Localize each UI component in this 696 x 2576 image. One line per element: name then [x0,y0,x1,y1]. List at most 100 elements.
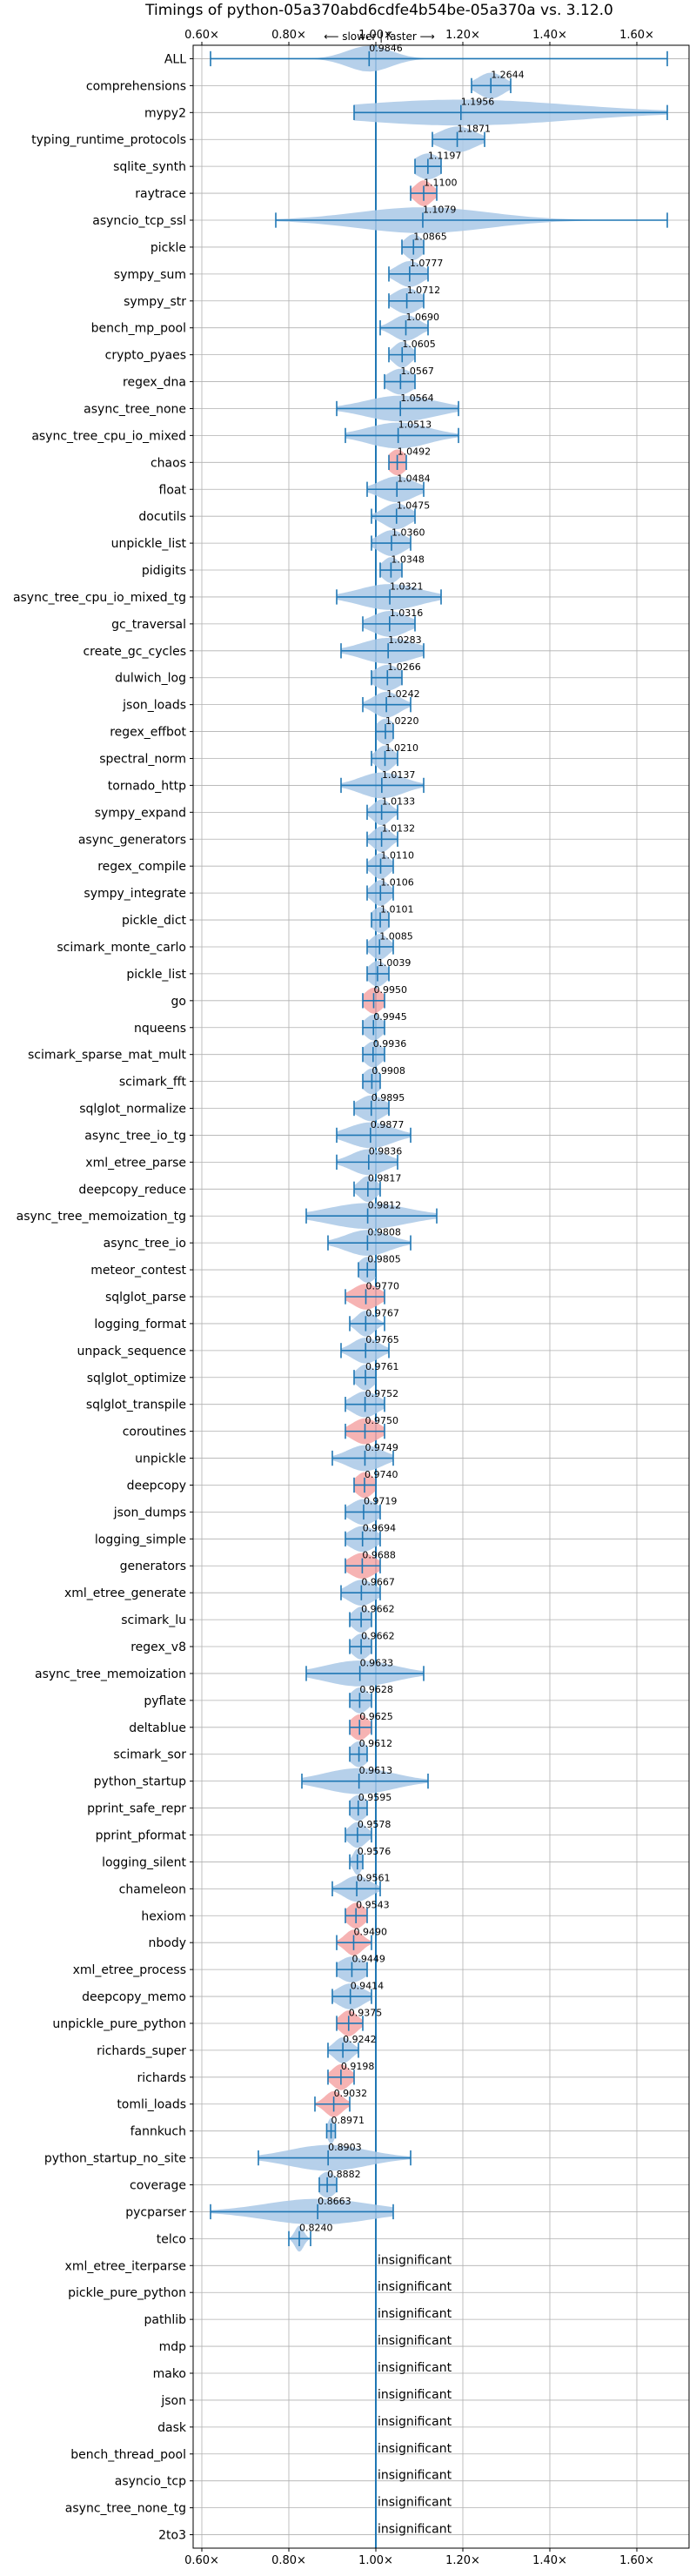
benchmark-label: xml_etree_process [73,1963,186,1977]
x-tick-label-top: 1.40× [532,29,567,42]
benchmark-label: async_generators [78,833,186,847]
benchmark-label: scimark_monte_carlo [57,941,186,955]
benchmark-label: async_tree_cpu_io_mixed_tg [13,591,186,605]
benchmark-label: async_tree_cpu_io_mixed [31,429,186,443]
x-tick-label-bottom: 1.40× [532,2554,567,2567]
value-label-python_startup: 0.9613 [359,1765,393,1776]
value-label-deltablue: 0.9625 [359,1711,393,1722]
benchmark-label: pprint_pformat [96,1828,187,1842]
benchmark-label: coverage [130,2179,186,2193]
benchmark-label: xml_etree_generate [64,1587,186,1600]
benchmark-label: generators [120,1560,186,1573]
benchmark-label: go [171,995,186,1009]
value-label-mypy2: 1.1956 [461,97,495,108]
value-label-unpickle_list: 1.0360 [392,527,425,538]
benchmark-label: python_startup [94,1775,186,1789]
benchmark-label: pidigits [142,564,186,578]
benchmark-label: 2to3 [158,2529,186,2543]
benchmark-label: pickle_list [126,968,186,982]
insignificant-label: insignificant [378,2415,452,2429]
value-label-logging_simple: 0.9694 [363,1523,397,1534]
value-label-bench_mp_pool: 1.0690 [406,312,440,323]
value-label-ALL: 0.9846 [369,43,403,54]
plot-frame [192,44,690,2549]
value-label-chaos: 1.0492 [398,446,432,458]
benchmark-label: sqlite_synth [113,160,186,174]
value-label-meteor_contest: 0.9805 [367,1253,401,1265]
benchmark-label: dask [157,2421,187,2435]
benchmark-label: mdp [159,2340,187,2354]
value-label-pyflate: 0.9628 [359,1684,393,1695]
value-label-float: 1.0484 [397,473,431,485]
value-label-coverage: 0.8882 [327,2169,361,2180]
value-label-sqlglot_optimize: 0.9761 [365,1361,399,1372]
benchmark-label: mako [153,2367,186,2381]
insignificant-label: insignificant [378,2253,452,2267]
benchmark-label: fannkuch [130,2125,186,2139]
value-label-json_dumps: 0.9719 [364,1496,398,1507]
benchmark-label: unpickle_list [111,537,187,551]
benchmark-label: scimark_lu [121,1613,186,1627]
value-label-async_tree_memoization_tg: 0.9812 [368,1200,402,1211]
chart-title: Timings of python-05a370abd6cdfe4b54be-0… [144,2,613,19]
benchmark-label: xml_etree_iterparse [65,2259,186,2273]
value-label-deepcopy_reduce: 0.9817 [368,1173,402,1184]
value-label-richards_super: 0.9242 [343,2034,377,2045]
insignificant-label: insignificant [378,2469,452,2483]
value-label-spectral_norm: 1.0210 [385,742,419,754]
value-label-chameleon: 0.9561 [357,1873,391,1884]
benchmark-label: unpickle [135,1452,186,1466]
value-label-unpack_sequence: 0.9765 [365,1334,399,1345]
benchmark-label: pycparser [125,2205,186,2219]
value-label-typing_runtime_protocols: 1.1871 [458,124,492,135]
value-label-async_tree_io: 0.9808 [367,1226,401,1238]
benchmark-label: logging_simple [95,1533,186,1546]
benchmark-label: bench_thread_pool [70,2448,186,2462]
benchmark-label: sqlglot_parse [105,1291,186,1305]
insignificant-label: insignificant [378,2442,452,2456]
benchmark-label: scimark_fft [119,1076,187,1090]
benchmark-label: typing_runtime_protocols [31,133,186,147]
benchmark-label: gc_traversal [111,618,186,632]
benchmark-label: async_tree_memoization [35,1667,186,1681]
value-label-tornado_http: 1.0137 [382,769,416,781]
value-label-deepcopy_memo: 0.9414 [351,1980,385,1991]
benchmark-label: regex_v8 [130,1640,186,1654]
benchmark-label: pathlib [144,2313,187,2327]
value-label-gc_traversal: 1.0316 [390,607,424,619]
benchmark-label: tornado_http [108,779,186,793]
x-tick-label-bottom: 1.20× [445,2554,480,2567]
insignificant-label: insignificant [378,2361,452,2375]
benchmark-label: chaos [151,456,186,470]
benchmark-label: async_tree_none [84,402,186,416]
insignificant-label: insignificant [378,2523,452,2537]
x-tick-label-top: 1.00× [358,29,393,42]
benchmark-label: hexiom [141,1909,186,1923]
benchmark-label: pickle [151,241,186,255]
value-label-tomli_loads: 0.9032 [334,2088,368,2099]
benchmark-label: tomli_loads [117,2098,186,2112]
value-label-xml_etree_process: 0.9449 [351,1953,385,1964]
benchmark-label: json_dumps [113,1506,186,1519]
benchmark-label: sympy_str [124,295,186,309]
benchmark-label: asyncio_tcp_ssl [92,214,186,228]
benchmark-label: pickle_dict [122,914,187,928]
value-label-sympy_str: 1.0712 [407,285,441,296]
benchmark-label: regex_effbot [110,726,186,740]
benchmark-label: asyncio_tcp [115,2475,186,2489]
benchmark-label: pprint_safe_repr [87,1802,186,1816]
benchmark-label: sqlglot_transpile [86,1399,186,1412]
value-label-generators: 0.9688 [362,1550,396,1561]
value-label-fannkuch: 0.8971 [331,2115,365,2126]
value-label-create_gc_cycles: 1.0283 [388,634,422,646]
value-label-regex_v8: 0.9662 [361,1630,395,1641]
value-label-sqlglot_parse: 0.9770 [366,1280,400,1291]
x-tick-label-bottom: 1.00× [358,2554,393,2567]
x-tick-label-bottom: 0.60× [184,2554,219,2567]
benchmark-label: pickle_pure_python [68,2286,186,2300]
value-label-coroutines: 0.9750 [365,1415,399,1426]
value-label-sqlglot_transpile: 0.9752 [365,1388,399,1399]
benchmark-label: ALL [164,52,186,66]
